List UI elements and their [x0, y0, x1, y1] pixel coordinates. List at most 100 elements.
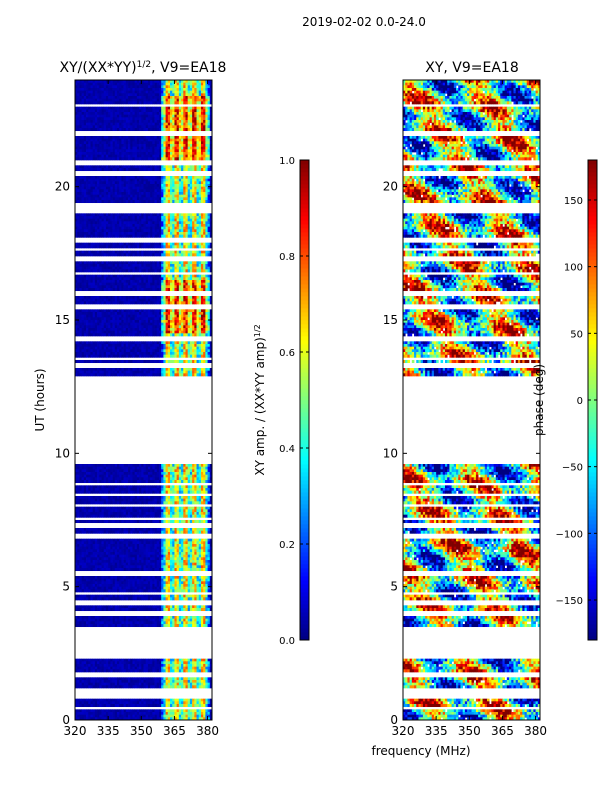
amplitude-cell [79, 274, 82, 278]
amplitude-cell [136, 146, 140, 150]
amplitude-cell [119, 192, 122, 196]
amplitude-cell [132, 354, 136, 358]
amplitude-cell [101, 128, 105, 132]
amplitude-cell [97, 136, 100, 140]
amplitude-cell [145, 269, 149, 273]
amplitude-cell [143, 98, 147, 102]
amplitude-cell [123, 120, 127, 124]
amplitude-cell [172, 90, 175, 94]
amplitude-cell [150, 218, 153, 222]
amplitude-cell [178, 298, 182, 302]
amplitude-cell [116, 189, 120, 193]
amplitude-cell [176, 285, 180, 289]
amplitude-cell [128, 157, 131, 161]
amplitude-cell [125, 349, 129, 353]
amplitude-cell [158, 328, 162, 332]
amplitude-cell [170, 141, 173, 145]
amplitude-cell [77, 261, 80, 265]
amplitude-cell [110, 330, 113, 334]
amplitude-cell [77, 218, 80, 222]
amplitude-cell [116, 144, 120, 148]
amplitude-cell [116, 184, 120, 188]
amplitude-cell [170, 114, 173, 118]
amplitude-cell [123, 80, 127, 84]
amplitude-cell [158, 90, 162, 94]
amplitude-cell [119, 330, 122, 334]
amplitude-cell [121, 320, 124, 324]
amplitude-cell [187, 106, 191, 110]
amplitude-cell [178, 274, 182, 278]
amplitude-cell [152, 213, 155, 217]
amplitude-cell [88, 200, 91, 204]
amplitude-cell [196, 157, 200, 161]
amplitude-cell [139, 253, 142, 257]
amplitude-cell [167, 186, 171, 190]
amplitude-cell [181, 125, 184, 129]
amplitude-cell [154, 136, 158, 140]
amplitude-cell [134, 277, 138, 281]
amplitude-cell [99, 296, 102, 300]
amplitude-cell [187, 184, 191, 188]
amplitude-cell [178, 242, 182, 246]
amplitude-cell [88, 309, 91, 313]
amplitude-cell [92, 128, 96, 132]
amplitude-cell [198, 274, 202, 278]
amplitude-cell [119, 157, 122, 161]
amplitude-cell [121, 234, 124, 238]
amplitude-cell [189, 253, 193, 257]
amplitude-cell [147, 109, 151, 113]
amplitude-cell [119, 141, 122, 145]
amplitude-cell [134, 250, 138, 254]
amplitude-cell [75, 200, 78, 204]
amplitude-cell [130, 192, 133, 196]
amplitude-cell [132, 152, 136, 156]
amplitude-cell [181, 96, 184, 100]
amplitude-cell [147, 266, 151, 270]
amplitude-cell [185, 128, 189, 132]
amplitude-cell [145, 98, 149, 102]
amplitude-cell [119, 136, 122, 140]
amplitude-cell [79, 330, 82, 334]
amplitude-cell [167, 122, 171, 126]
amplitude-cell [200, 277, 204, 281]
amplitude-cell [189, 312, 193, 316]
amplitude-cell [86, 109, 89, 113]
amplitude-cell [154, 344, 158, 348]
amplitude-cell [101, 96, 105, 100]
amplitude-cell [181, 122, 184, 126]
amplitude-cell [123, 250, 127, 254]
amplitude-cell [187, 157, 191, 161]
amplitude-cell [205, 154, 208, 158]
amplitude-cell [167, 234, 171, 238]
amplitude-cell [205, 309, 208, 313]
amplitude-cell [152, 146, 155, 150]
amplitude-cell [194, 149, 197, 153]
amplitude-cell [145, 242, 149, 246]
amplitude-cell [194, 245, 197, 249]
amplitude-cell [83, 264, 87, 268]
amplitude-cell [97, 88, 100, 92]
amplitude-cell [158, 112, 162, 116]
amplitude-cell [101, 184, 105, 188]
amplitude-cell [143, 176, 147, 180]
amplitude-cell [207, 125, 211, 129]
amplitude-cell [103, 234, 107, 238]
amplitude-cell [172, 93, 175, 97]
amplitude-cell [123, 98, 127, 102]
amplitude-cell [174, 266, 177, 270]
amplitude-cell [88, 122, 91, 126]
amplitude-cell [167, 96, 171, 100]
amplitude-cell [97, 216, 100, 220]
amplitude-cell [132, 120, 136, 124]
amplitude-cell [83, 280, 87, 284]
amplitude-cell [205, 349, 208, 353]
amplitude-cell [181, 234, 184, 238]
amplitude-cell [185, 285, 189, 289]
amplitude-cell [207, 277, 211, 281]
amplitude-cell [114, 144, 118, 148]
amplitude-cell [132, 301, 136, 305]
amplitude-cell [110, 234, 113, 238]
amplitude-cell [181, 312, 184, 316]
amplitude-cell [139, 192, 142, 196]
amplitude-cell [200, 88, 204, 92]
